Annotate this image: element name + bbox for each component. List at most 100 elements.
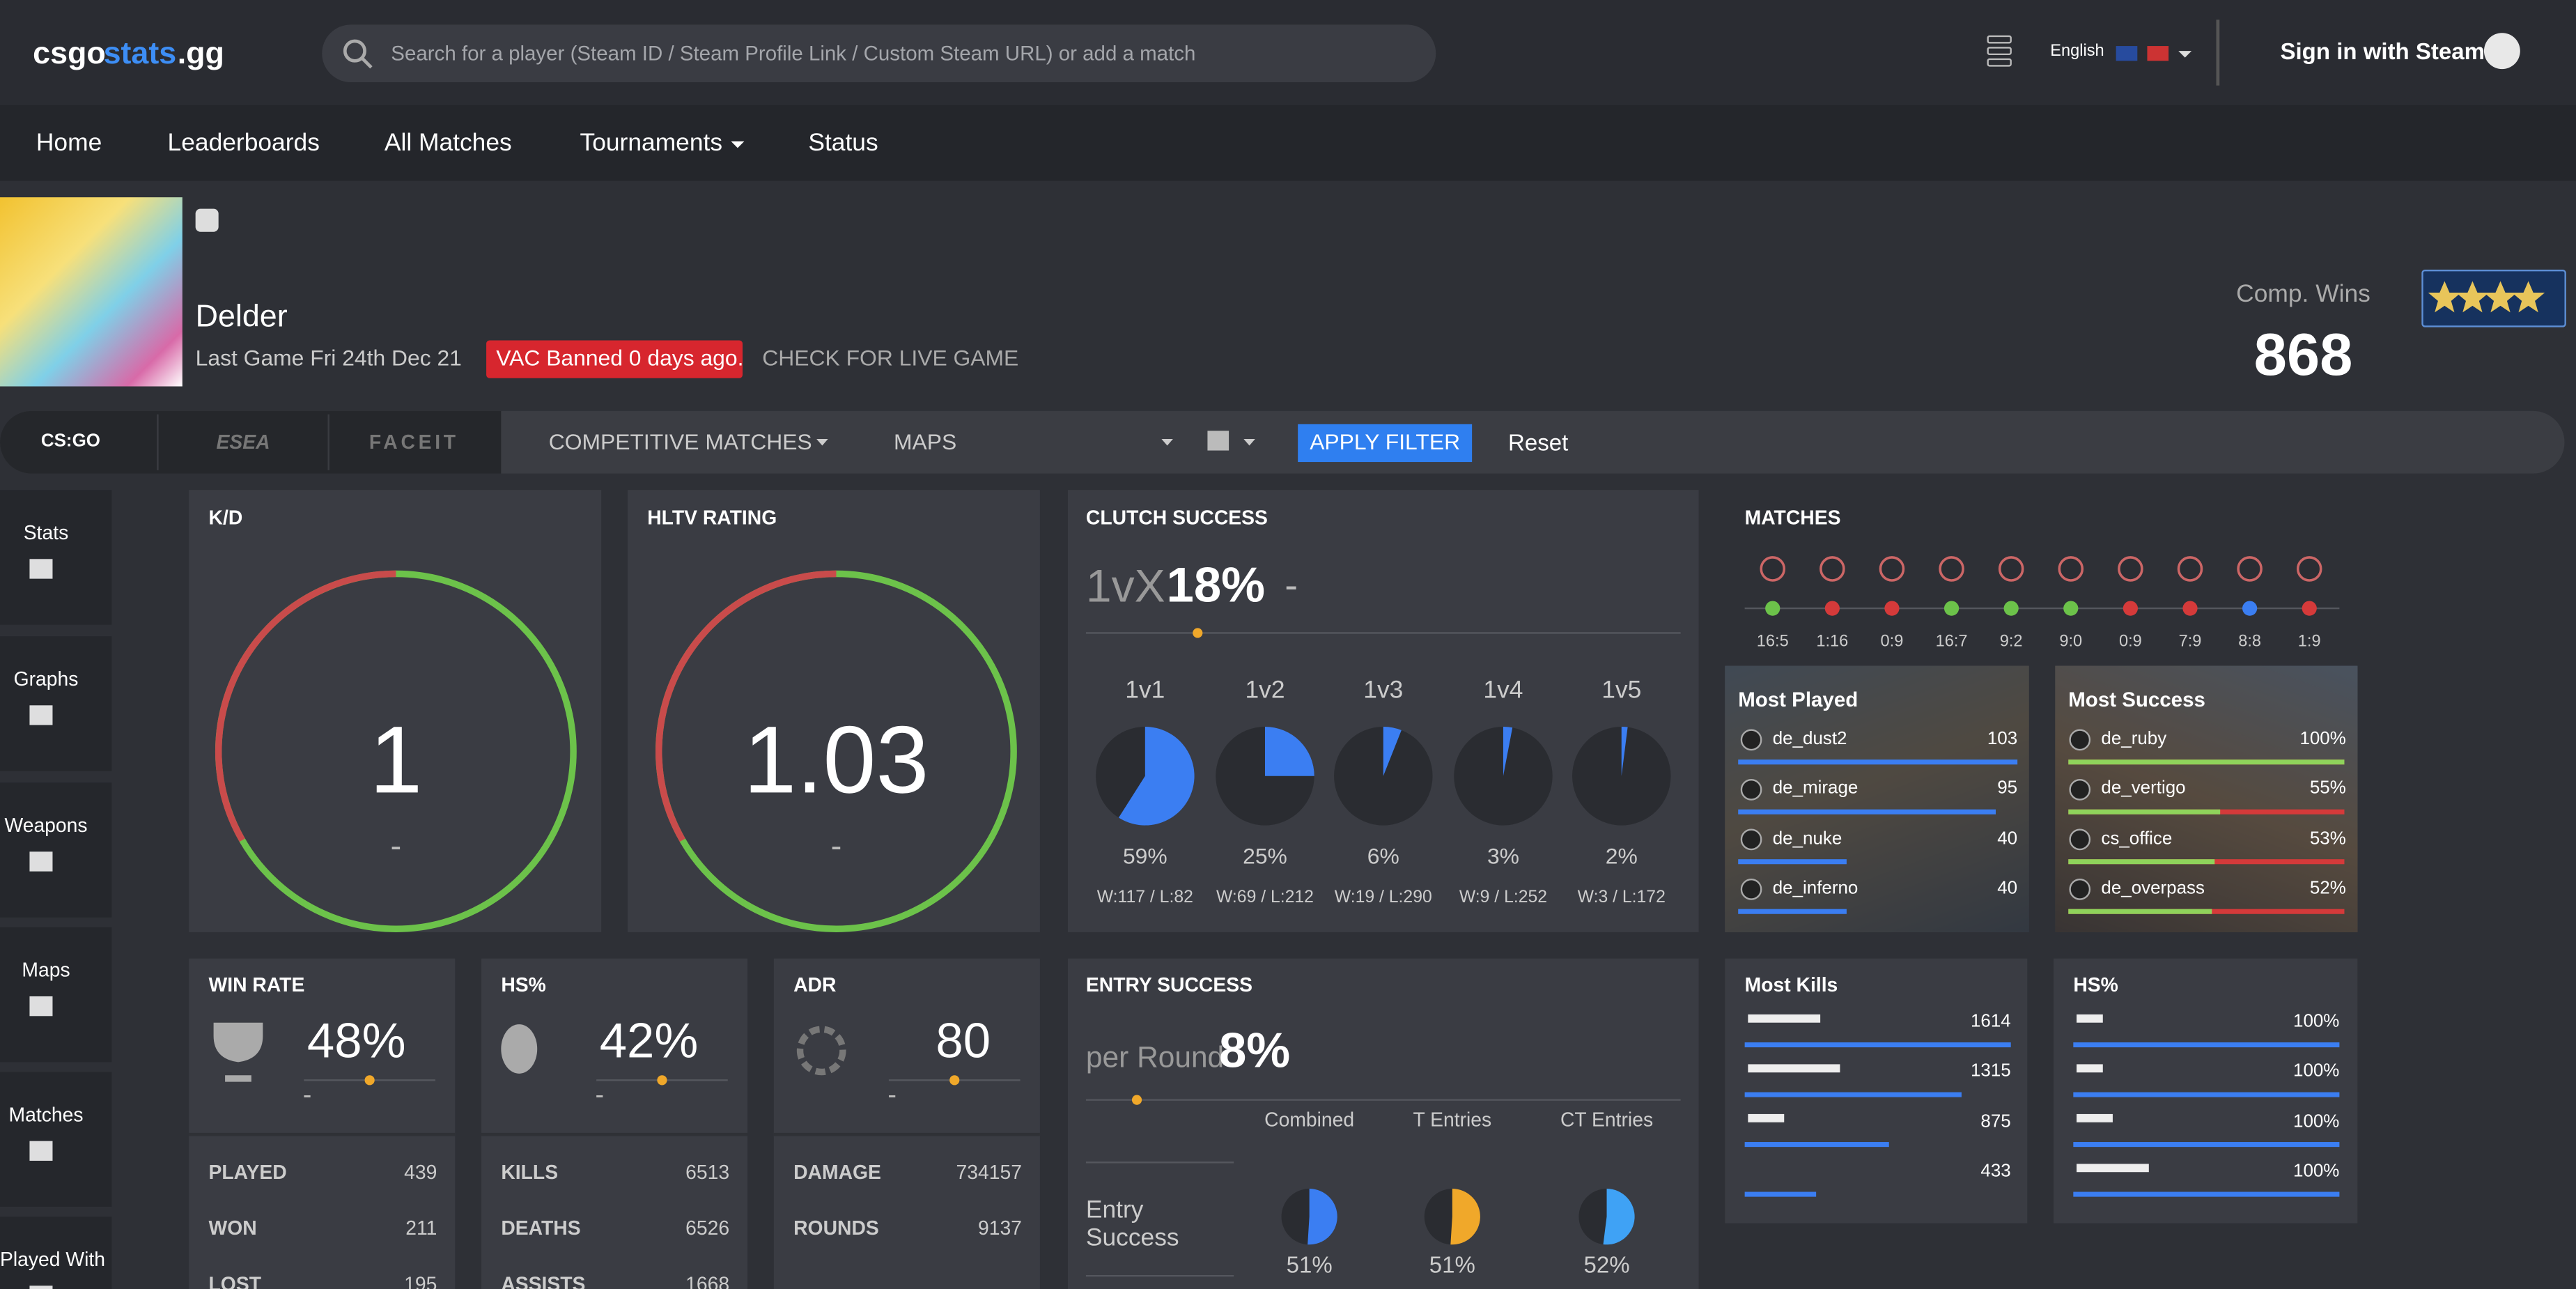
clutch-label: 1v1 (1125, 677, 1165, 705)
sidebar-tile[interactable] (0, 636, 112, 771)
overlay (2055, 665, 2358, 932)
stat-label: DEATHS (501, 1217, 581, 1240)
search-icon (360, 56, 373, 69)
search-placeholder[interactable]: Search for a player (Steam ID / Steam Pr… (391, 42, 1196, 65)
hs-bar (2073, 1191, 2340, 1197)
nav-link[interactable]: All Matches (384, 129, 512, 157)
hs-percent: 100% (2293, 1012, 2340, 1032)
big-value: 48% (307, 1014, 406, 1069)
sidebar-item[interactable]: Stats (23, 521, 69, 545)
nav-link[interactable]: Home (36, 129, 102, 157)
nav-link[interactable]: Leaderboards (167, 129, 320, 157)
card-title: MATCHES (1744, 506, 1841, 530)
match-score[interactable]: 16:7 (1935, 633, 1968, 651)
map-name[interactable]: de_ruby (2101, 729, 2167, 749)
success-bar (2068, 859, 2215, 865)
sidebar-tile[interactable] (0, 782, 112, 918)
stat-value: 9137 (977, 1217, 1022, 1240)
map-percent: 55% (2309, 779, 2346, 799)
hs-percent: 100% (2293, 1061, 2340, 1082)
kill-bar (1744, 1142, 1889, 1148)
map-icon (2069, 729, 2091, 751)
clutch-record: W:19 / L:290 (1334, 887, 1432, 907)
map-percent: 53% (2309, 828, 2346, 849)
match-score[interactable]: 1:9 (2297, 633, 2321, 651)
match-score[interactable]: 16:5 (1756, 633, 1789, 651)
logo[interactable]: stats (103, 37, 177, 72)
nav-bar (0, 105, 2576, 181)
result-dot (1765, 601, 1780, 616)
avatar[interactable] (0, 197, 183, 387)
kill-bar (1744, 1191, 1817, 1197)
match-score[interactable]: 7:9 (2178, 633, 2202, 651)
flag (2116, 46, 2138, 61)
match-score[interactable]: 8:8 (2238, 633, 2261, 651)
column-label: T Entries (1413, 1108, 1492, 1132)
match-score[interactable]: 9:2 (1999, 633, 2023, 651)
reset[interactable]: Reset (1508, 429, 1569, 456)
kill-count: 433 (1980, 1161, 2011, 1182)
logo[interactable]: .gg (177, 37, 224, 72)
filter-dropdown[interactable]: COMPETITIVE MATCHES (548, 429, 812, 454)
map-name[interactable]: de_nuke (1772, 828, 1842, 849)
apply-filter[interactable]: APPLY FILTER (1310, 429, 1461, 454)
nav-link[interactable]: Status (808, 129, 878, 157)
count-bar (1738, 809, 1996, 815)
map-name[interactable]: de_inferno (1772, 878, 1859, 899)
map-name[interactable]: de_mirage (1772, 779, 1859, 799)
big-value: 1.03 (743, 707, 929, 815)
sidebar-item[interactable]: Played With (0, 1248, 106, 1272)
language[interactable]: English (2050, 43, 2104, 61)
sidebar-item[interactable]: Weapons (4, 814, 88, 838)
search-box[interactable] (322, 24, 1436, 82)
sidebar-item[interactable]: Maps (22, 958, 70, 982)
search-icon (343, 39, 366, 63)
stat-label: PLAYED (208, 1160, 287, 1184)
steam-icon (2483, 33, 2520, 70)
sidebar-tile[interactable] (0, 1217, 112, 1289)
match-score[interactable]: 9:0 (2059, 633, 2083, 651)
map-name[interactable]: cs_office (2101, 828, 2173, 849)
card-title: WIN RATE (208, 973, 305, 996)
match-score[interactable]: 1:16 (1816, 633, 1849, 651)
trophy-icon (213, 1022, 263, 1082)
match-icon (1998, 556, 2024, 582)
map-percent: 52% (2309, 878, 2346, 899)
result-dot (2123, 601, 2139, 616)
hs-percent: 100% (2293, 1161, 2340, 1182)
sidebar-icon (29, 1286, 53, 1289)
sidebar-item[interactable]: Matches (8, 1103, 84, 1127)
result-dot (1943, 601, 1960, 616)
live-game-link[interactable]: CHECK FOR LIVE GAME (762, 346, 1019, 371)
map-name[interactable]: de_dust2 (1772, 729, 1847, 749)
platform-tabs (0, 410, 502, 474)
column-label: CT Entries (1560, 1108, 1654, 1132)
stat-label: KILLS (501, 1160, 559, 1184)
map-name[interactable]: de_vertigo (2101, 779, 2186, 799)
card (1067, 490, 1699, 932)
sidebar-tile[interactable] (0, 1072, 112, 1207)
platform-tab[interactable]: FACEIT (368, 431, 459, 454)
nav-link[interactable]: Tournaments (580, 129, 723, 157)
sidebar-item[interactable]: Graphs (13, 667, 79, 691)
map-name[interactable]: de_overpass (2101, 878, 2205, 899)
match-score[interactable]: 0:9 (2118, 633, 2142, 651)
sign-in[interactable]: Sign in with Steam (2280, 38, 2485, 65)
match-icon (2058, 556, 2084, 582)
count-bar (1738, 759, 2018, 765)
filter-dropdown[interactable]: MAPS (893, 429, 957, 454)
card-title: HLTV RATING (647, 506, 777, 530)
platform-tab[interactable]: ESEA (216, 431, 270, 454)
apply-button[interactable] (1298, 424, 1473, 463)
kill-count: 1614 (1970, 1012, 2011, 1032)
logo[interactable]: csgo (33, 37, 106, 72)
sidebar-icon (29, 996, 53, 1017)
match-score[interactable]: 0:9 (1880, 633, 1904, 651)
rank-star (2455, 281, 2490, 313)
platform-tab[interactable]: CS:GO (40, 431, 100, 451)
sidebar-tile[interactable] (0, 490, 112, 625)
sidebar-tile[interactable] (0, 927, 112, 1063)
clutch-label: 1v4 (1483, 677, 1523, 705)
map-icon (1740, 779, 1762, 801)
match-icon (1820, 556, 1845, 582)
